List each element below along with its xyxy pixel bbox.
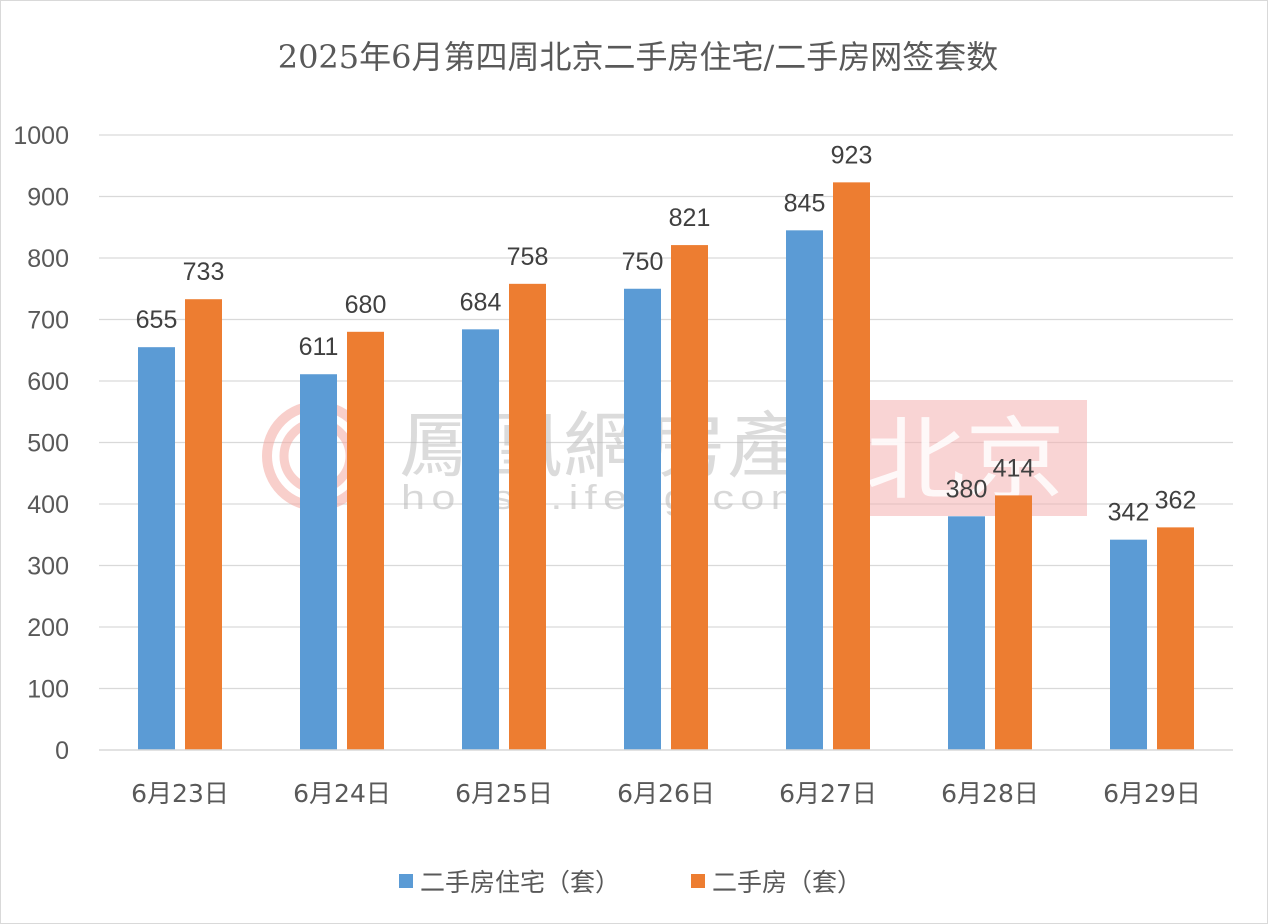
data-label: 733 [183, 258, 225, 286]
bar-total [347, 331, 384, 750]
legend-item-total: 二手房（套） [691, 868, 862, 897]
x-tick-label: 6月28日 [941, 779, 1039, 808]
data-label: 750 [622, 248, 664, 276]
y-tick-label: 500 [27, 430, 69, 458]
bar-residential [462, 329, 499, 750]
data-label: 758 [507, 243, 549, 271]
bar-residential [948, 516, 985, 750]
y-tick-label: 900 [27, 184, 69, 212]
data-label: 362 [1155, 486, 1197, 514]
legend-label: 二手房住宅（套） [420, 868, 620, 897]
x-tick-label: 6月23日 [131, 779, 229, 808]
bar-total [995, 495, 1032, 750]
legend-swatch [399, 874, 413, 888]
y-tick-label: 800 [27, 245, 69, 273]
legend-label: 二手房（套） [712, 868, 862, 897]
bar-residential [1110, 539, 1147, 750]
y-tick-label: 0 [55, 737, 69, 765]
x-axis-tick-labels: 6月23日 6月24日 6月25日 6月26日 6月27日 6月28日 6月29日 [131, 779, 1201, 808]
bars [138, 182, 1194, 751]
bar-total [671, 245, 708, 750]
bar-total [833, 182, 870, 751]
data-label: 414 [993, 454, 1035, 482]
legend-item-residential: 二手房住宅（套） [399, 868, 620, 897]
x-tick-label: 6月29日 [1103, 779, 1201, 808]
x-tick-label: 6月24日 [293, 779, 391, 808]
y-tick-label: 600 [27, 368, 69, 396]
legend-swatch [691, 874, 705, 888]
y-tick-label: 100 [27, 676, 69, 704]
bar-residential [624, 288, 661, 750]
data-label: 923 [831, 141, 873, 169]
data-label: 655 [136, 306, 178, 334]
bar-residential [786, 230, 823, 750]
data-label: 845 [784, 189, 826, 217]
data-label: 821 [669, 204, 711, 232]
x-tick-label: 6月25日 [455, 779, 553, 808]
y-tick-label: 1000 [13, 122, 69, 150]
legend: 二手房住宅（套） 二手房（套） [399, 868, 862, 897]
bar-total [509, 283, 546, 750]
bar-total [185, 299, 222, 750]
data-label: 611 [299, 333, 339, 361]
x-tick-label: 6月26日 [617, 779, 715, 808]
watermark-brand-text: 鳳凰網房產 [399, 404, 809, 488]
bar-residential [138, 347, 175, 750]
y-tick-label: 300 [27, 553, 69, 581]
y-axis-tick-labels: 0 100 200 300 400 500 600 700 800 900 1000 [13, 122, 69, 765]
data-label: 342 [1108, 499, 1150, 527]
data-label: 380 [946, 475, 988, 503]
gridlines [99, 134, 1233, 690]
y-tick-label: 200 [27, 614, 69, 642]
chart-title: 2025年6月第四周北京二手房住宅/二手房网签套数 [278, 38, 999, 76]
y-tick-label: 700 [27, 307, 69, 335]
bar-total [1157, 527, 1194, 750]
watermark-city-badge [843, 400, 1087, 516]
y-tick-label: 400 [27, 491, 69, 519]
data-label: 684 [460, 288, 502, 316]
x-tick-label: 6月27日 [779, 779, 877, 808]
bar-residential [300, 374, 337, 750]
data-label: 680 [345, 291, 387, 319]
